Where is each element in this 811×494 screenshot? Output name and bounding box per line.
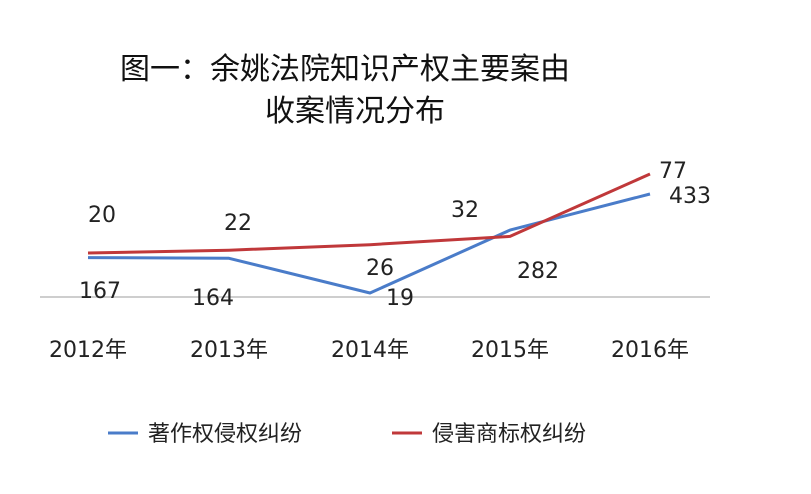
data-label: 433 [669, 184, 711, 209]
data-label: 19 [386, 286, 414, 311]
series-line-1 [87, 192, 651, 295]
data-label: 164 [192, 286, 234, 311]
data-label: 77 [659, 159, 687, 184]
data-label: 20 [88, 203, 116, 228]
chart-title-line-1: 图一：余姚法院知识产权主要案由 [120, 52, 570, 87]
x-tick-label: 2013年 [190, 338, 268, 363]
x-tick-label: 2012年 [49, 338, 127, 363]
series-lines [87, 172, 651, 295]
x-tick-label: 2016年 [611, 338, 689, 363]
data-labels: 167 164 19 282 433 20 22 26 32 77 [79, 159, 711, 311]
data-label: 167 [79, 279, 121, 304]
x-tick-label: 2015年 [471, 338, 549, 363]
legend: 著作权侵权纠纷 侵害商标权纠纷 [108, 422, 586, 447]
legend-label-1: 著作权侵权纠纷 [148, 422, 302, 447]
series-line-2 [87, 172, 651, 255]
data-label: 22 [224, 211, 252, 236]
x-tick-labels: 2012年 2013年 2014年 2015年 2016年 [49, 338, 689, 363]
data-label: 26 [366, 256, 394, 281]
chart-title-line-2: 收案情况分布 [265, 94, 445, 129]
x-tick-label: 2014年 [331, 338, 409, 363]
data-label: 282 [517, 259, 559, 284]
legend-label-2: 侵害商标权纠纷 [432, 422, 586, 447]
data-label: 32 [451, 198, 479, 223]
